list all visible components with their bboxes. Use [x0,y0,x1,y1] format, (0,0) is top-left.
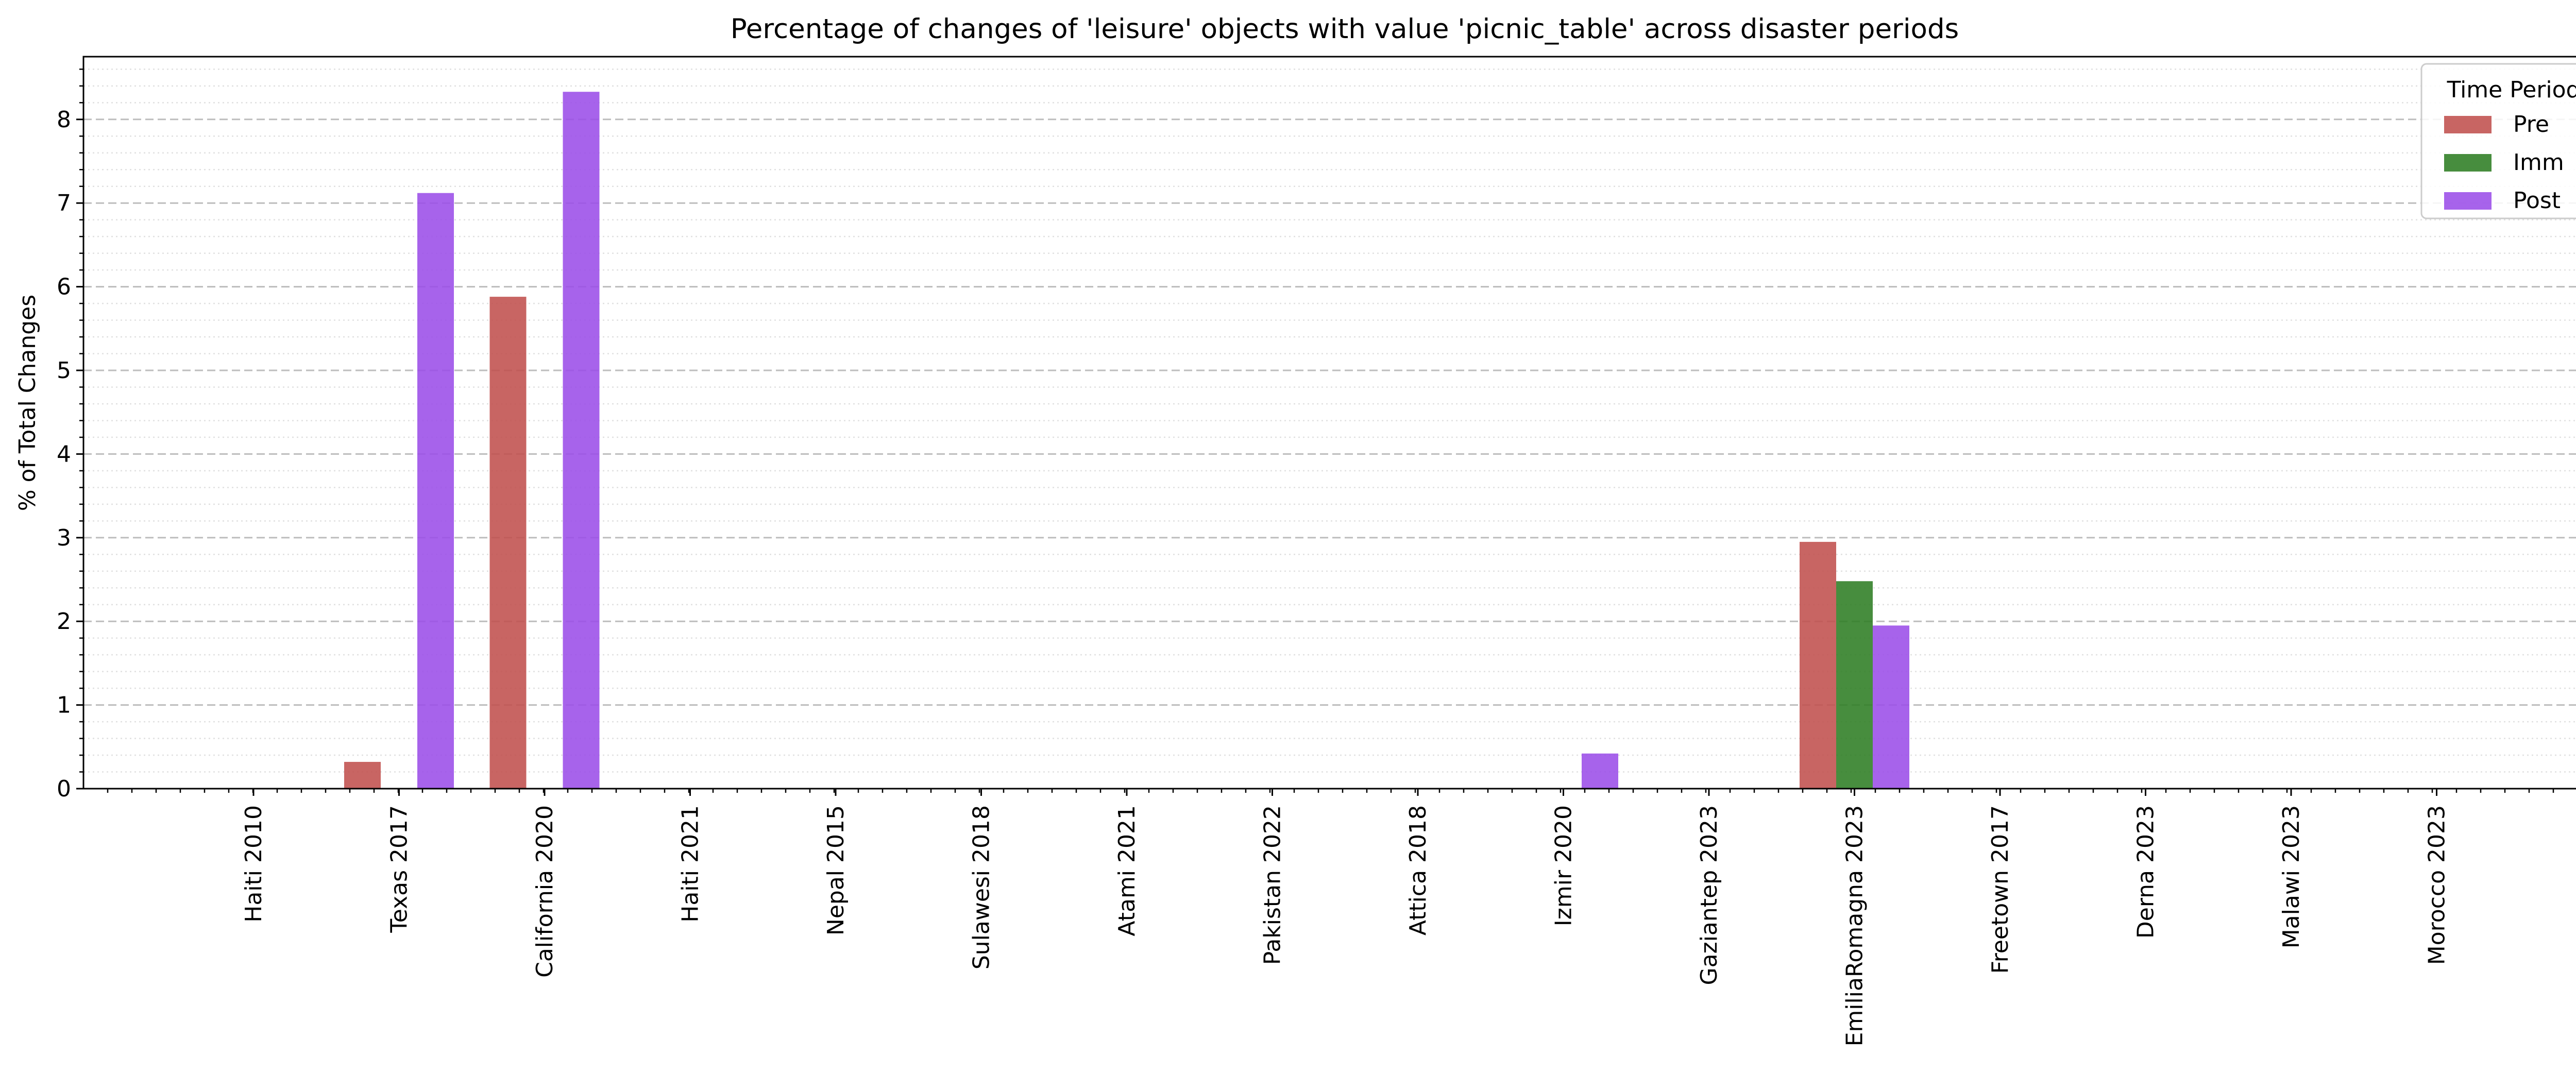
x-tick-label: Nepal 2015 [823,805,849,935]
chart-title: Percentage of changes of 'leisure' objec… [731,13,1959,45]
bar-post-9 [1582,753,1618,789]
x-tick-label: Izmir 2020 [1551,805,1577,926]
plot-frame [82,56,2576,790]
x-tick-label: Gaziantep 2023 [1696,805,1722,985]
legend-box [2420,63,2576,219]
legend-title: Time Period [2447,77,2576,103]
bar-post-2 [563,92,600,789]
x-tick-label: Atami 2021 [1114,805,1140,936]
y-tick-label: 8 [57,107,71,133]
bar-pre-2 [489,297,527,789]
x-ticks: Haiti 2010 Texas 2017 California 2020 Haiti… [107,789,2554,1046]
y-tick-label: 2 [57,608,71,635]
x-tick-label: Haiti 2010 [241,805,267,923]
y-tick-label: 1 [57,692,71,719]
y-tick-label: 3 [57,525,71,551]
x-tick-label: Morocco 2023 [2424,805,2450,965]
legend-label-pre: Pre [2513,111,2549,138]
bar-imm-11 [1836,581,1873,789]
x-tick-label: Freetown 2017 [1987,805,2013,974]
legend-swatch-pre [2444,116,2492,133]
x-tick-label: Texas 2017 [386,805,413,933]
legend: Time Period Pre Imm Post [2420,63,2576,219]
bar-post-11 [1873,625,1909,789]
axes [82,56,2576,790]
bar-post-1 [417,193,454,789]
grid-lines [83,69,2576,773]
y-tick-label: 6 [57,274,71,300]
x-tick-label: Derna 2023 [2133,805,2159,939]
bars [344,92,1909,789]
y-tick-label: 4 [57,441,71,467]
x-tick-label: Sulawesi 2018 [969,805,995,969]
x-tick-label: Haiti 2021 [677,805,704,923]
legend-label-post: Post [2513,188,2561,214]
x-tick-label: Malawi 2023 [2278,805,2304,948]
y-tick-label: 0 [57,776,71,802]
y-ticks: 0 1 2 3 4 5 6 7 8 [57,69,83,802]
legend-label-imm: Imm [2513,149,2564,176]
legend-swatch-imm [2444,154,2492,172]
x-tick-label: Pakistan 2022 [1260,805,1286,965]
legend-swatch-post [2444,192,2492,210]
x-tick-label: EmiliaRomagna 2023 [1842,805,1868,1046]
y-tick-label: 7 [57,190,71,216]
bar-pre-1 [344,762,381,789]
y-tick-label: 5 [57,357,71,384]
x-tick-label: California 2020 [532,805,558,978]
bar-pre-11 [1800,541,1836,789]
x-tick-label: Attica 2018 [1405,805,1431,935]
y-axis-title: % of Total Changes [14,295,41,511]
